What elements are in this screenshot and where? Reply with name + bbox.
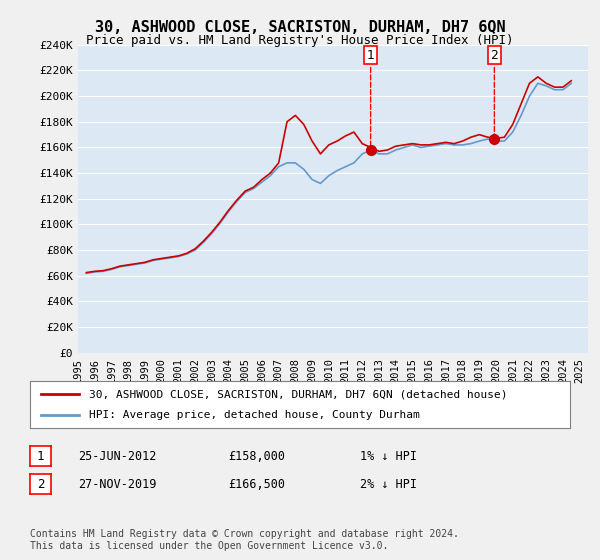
Text: HPI: Average price, detached house, County Durham: HPI: Average price, detached house, Coun…	[89, 410, 420, 420]
Text: 1: 1	[367, 49, 374, 147]
Text: Contains HM Land Registry data © Crown copyright and database right 2024.
This d: Contains HM Land Registry data © Crown c…	[30, 529, 459, 551]
Text: 30, ASHWOOD CLOSE, SACRISTON, DURHAM, DH7 6QN (detached house): 30, ASHWOOD CLOSE, SACRISTON, DURHAM, DH…	[89, 389, 508, 399]
Text: £166,500: £166,500	[228, 478, 285, 491]
Text: 1: 1	[37, 450, 44, 463]
Text: 2: 2	[37, 478, 44, 491]
Text: 2% ↓ HPI: 2% ↓ HPI	[360, 478, 417, 491]
Text: 2: 2	[490, 49, 498, 136]
Text: 27-NOV-2019: 27-NOV-2019	[78, 478, 157, 491]
Text: 25-JUN-2012: 25-JUN-2012	[78, 450, 157, 463]
Text: 1% ↓ HPI: 1% ↓ HPI	[360, 450, 417, 463]
Text: 30, ASHWOOD CLOSE, SACRISTON, DURHAM, DH7 6QN: 30, ASHWOOD CLOSE, SACRISTON, DURHAM, DH…	[95, 20, 505, 35]
Text: £158,000: £158,000	[228, 450, 285, 463]
Text: Price paid vs. HM Land Registry's House Price Index (HPI): Price paid vs. HM Land Registry's House …	[86, 34, 514, 46]
